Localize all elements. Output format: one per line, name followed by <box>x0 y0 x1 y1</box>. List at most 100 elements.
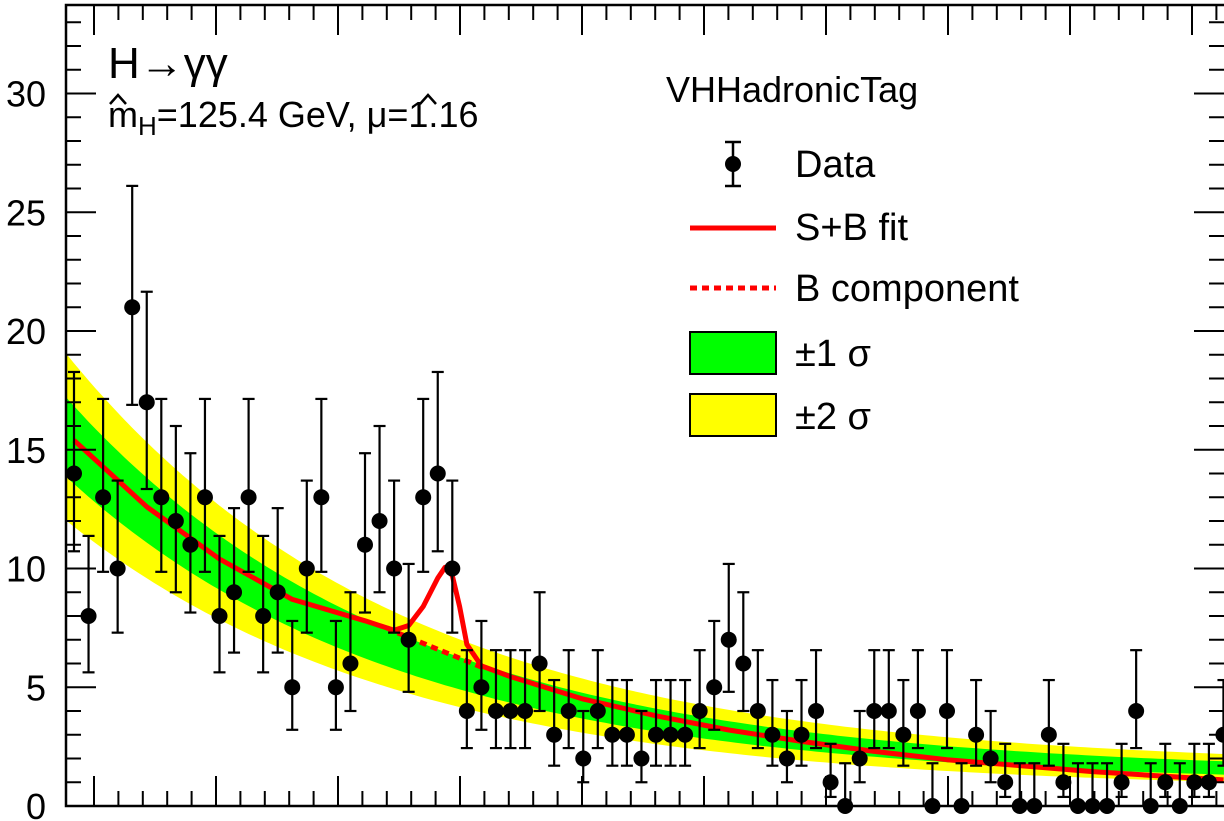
legend-1sigma-label: ±1 σ <box>795 333 871 375</box>
data-marker <box>560 703 577 719</box>
data-point <box>342 591 359 713</box>
y-tick-label: 5 <box>26 667 46 708</box>
data-marker <box>444 560 461 577</box>
data-point <box>182 452 199 614</box>
data-point <box>706 619 723 731</box>
data-point <box>648 678 664 767</box>
data-marker <box>691 703 708 719</box>
data-point <box>226 507 243 654</box>
data-marker <box>633 750 650 767</box>
data-marker <box>517 703 534 719</box>
data-point <box>444 479 461 634</box>
data-point <box>808 649 825 750</box>
mu-hat <box>419 93 437 105</box>
legend-fit-label: S+B fit <box>795 207 908 249</box>
data-point <box>313 397 330 573</box>
fit-path <box>72 438 1224 783</box>
data-point <box>909 649 926 750</box>
data-marker <box>808 703 825 719</box>
data-point <box>211 534 228 674</box>
data-marker <box>749 703 766 719</box>
data-marker <box>226 584 243 601</box>
data-point <box>778 709 795 784</box>
data-marker <box>589 703 606 719</box>
data-marker <box>502 703 519 719</box>
data-marker <box>939 703 955 719</box>
legend-1sigma-swatch <box>689 331 777 375</box>
category-label: VHHadronicTag <box>666 69 918 110</box>
data-marker <box>342 655 359 672</box>
y-tick-label: 30 <box>6 74 46 115</box>
data-marker <box>182 536 199 553</box>
data-marker <box>1200 774 1217 791</box>
data-point <box>749 649 766 750</box>
data-marker <box>1055 774 1072 791</box>
data-point <box>880 649 897 750</box>
data-marker <box>269 584 286 601</box>
mh-subscript: H <box>138 111 157 141</box>
data-marker <box>735 655 752 672</box>
data-marker <box>968 726 985 743</box>
data-point <box>633 709 650 784</box>
data-marker <box>575 750 592 767</box>
data-point <box>1128 649 1145 750</box>
data-point <box>458 649 475 750</box>
data-point <box>735 591 752 713</box>
data-marker <box>124 299 141 316</box>
data-point <box>1040 678 1057 767</box>
data-point <box>95 397 112 573</box>
data-point <box>240 397 257 573</box>
data-point <box>269 507 286 654</box>
data-marker <box>327 679 344 696</box>
y-tick-label: 0 <box>26 786 46 821</box>
data-point <box>691 649 708 750</box>
data-marker <box>400 631 417 648</box>
data-marker <box>1186 774 1203 791</box>
data-point <box>473 619 490 731</box>
data-marker <box>255 608 272 624</box>
data-marker <box>793 726 810 743</box>
data-marker <box>866 703 883 719</box>
data-point <box>677 678 694 767</box>
y-tick-label: 20 <box>6 311 46 352</box>
data-point <box>502 649 519 750</box>
y-tick-label: 10 <box>6 549 46 590</box>
data-point <box>866 649 883 750</box>
data-marker <box>473 679 490 696</box>
band-2sigma-area <box>66 354 1224 782</box>
data-marker <box>880 703 897 719</box>
legend-data-label: Data <box>795 144 876 186</box>
data-marker <box>677 726 694 743</box>
process-label: H→γγ <box>108 39 228 88</box>
legend-bcomp-label: B component <box>795 268 1019 310</box>
plot-frame <box>64 3 1224 808</box>
data-marker <box>604 726 621 743</box>
data-point <box>1055 742 1072 799</box>
mu-symbol: μ <box>367 94 388 135</box>
data-marker <box>1040 726 1057 743</box>
data-point <box>997 742 1014 799</box>
annotations: H→γγ mH=125.4 GeV, μ=1.16 VHHadronicTag <box>108 39 918 141</box>
data-marker <box>284 679 301 696</box>
legend-data-marker <box>725 140 741 188</box>
data-point <box>1157 742 1174 799</box>
data-point <box>982 709 999 784</box>
data-point <box>720 562 737 693</box>
b-component-path <box>385 625 483 670</box>
data-marker <box>546 726 563 743</box>
y-tick-label: 15 <box>6 430 46 471</box>
data-marker <box>648 726 664 743</box>
data-marker <box>720 631 737 648</box>
data-point <box>284 619 301 731</box>
data-marker <box>357 536 373 553</box>
data-marker <box>851 750 868 767</box>
data-point <box>371 424 388 594</box>
data-point <box>589 649 606 750</box>
data-marker <box>531 655 548 672</box>
data-marker <box>909 703 926 719</box>
data-marker <box>80 608 97 624</box>
data-point <box>531 591 548 713</box>
data-marker <box>982 750 999 767</box>
data-marker <box>764 726 781 743</box>
data-point <box>400 562 417 693</box>
